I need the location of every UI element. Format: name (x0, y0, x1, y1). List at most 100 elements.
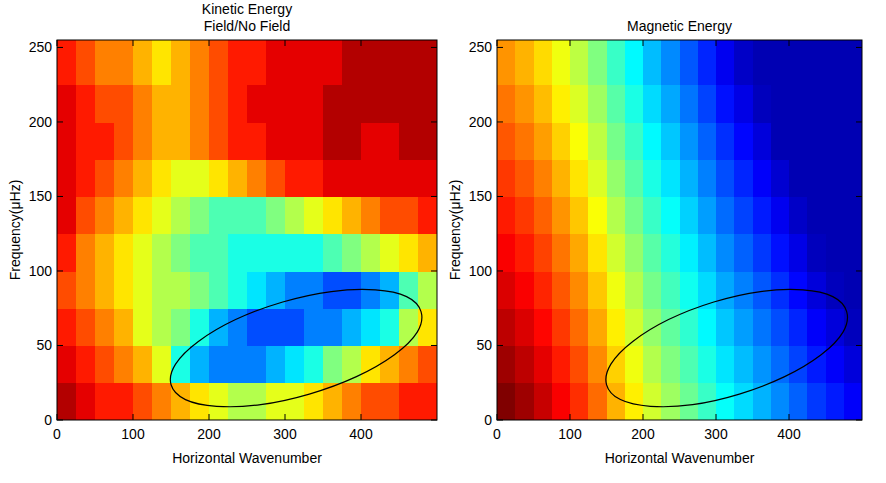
heat-cell (380, 40, 400, 85)
heat-cell (190, 85, 210, 123)
heat-cell (753, 85, 772, 123)
heat-cell (844, 383, 862, 420)
heat-cell (266, 85, 286, 123)
heat-cell (625, 345, 644, 383)
heat-cell (807, 85, 826, 123)
heat-cell (380, 85, 400, 123)
x-tick (716, 414, 717, 420)
heat-cell (114, 308, 134, 346)
heat-cell (734, 40, 753, 85)
heat-cell (114, 196, 134, 234)
heat-cell (285, 159, 305, 197)
heat-cell (418, 40, 437, 85)
heat-cell (771, 345, 790, 383)
x-tick-label: 200 (197, 426, 221, 442)
heat-cell (515, 234, 534, 272)
y-tick (497, 47, 503, 48)
heat-cell (515, 40, 534, 85)
heat-cell (114, 40, 134, 85)
heat-cell (497, 196, 516, 234)
heat-cell (570, 196, 589, 234)
heat-cell (57, 85, 77, 123)
heat-cell (342, 159, 362, 197)
heat-cell (771, 383, 790, 420)
heat-cell (643, 196, 662, 234)
heat-cell (826, 122, 845, 160)
heat-cell (771, 196, 790, 234)
heat-cell (698, 196, 717, 234)
heat-cell (625, 122, 644, 160)
x-tick (285, 414, 286, 420)
heat-cell (807, 308, 826, 346)
heat-cell (625, 383, 644, 420)
heat-cell (789, 40, 808, 85)
heat-cell (643, 234, 662, 272)
y-tick (856, 420, 862, 421)
heat-cell (285, 345, 305, 383)
heat-cell (114, 271, 134, 309)
heat-cell (171, 40, 191, 85)
y-tick (57, 420, 63, 421)
heat-cell (76, 196, 96, 234)
heat-cell (171, 308, 191, 346)
heat-cell (753, 196, 772, 234)
y-tick (856, 196, 862, 197)
heat-cell (171, 196, 191, 234)
heat-cell (552, 40, 571, 85)
y-tick (497, 196, 503, 197)
heat-cell (57, 40, 77, 85)
heat-cell (209, 234, 229, 272)
heat-cell (304, 196, 324, 234)
heat-cell (497, 234, 516, 272)
x-tick-label: 300 (704, 426, 728, 442)
y-tick (497, 121, 503, 122)
heat-cell (133, 345, 153, 383)
heat-cell (588, 85, 607, 123)
heat-cell (95, 234, 115, 272)
heat-cell (361, 85, 381, 123)
heat-cell (789, 159, 808, 197)
heat-cell (588, 271, 607, 309)
heat-cell (342, 85, 362, 123)
heat-cell (247, 159, 267, 197)
heat-cell (570, 271, 589, 309)
heat-cell (552, 85, 571, 123)
heat-cell (285, 234, 305, 272)
heat-cell (228, 40, 248, 85)
heat-cell (826, 308, 845, 346)
heat-cell (76, 308, 96, 346)
heat-cell (247, 122, 267, 160)
heat-cell (716, 308, 735, 346)
heat-cell (771, 308, 790, 346)
heat-cell (515, 196, 534, 234)
heat-cell (534, 383, 553, 420)
y-tick (431, 270, 437, 271)
heat-cell (534, 308, 553, 346)
heat-cell (209, 159, 229, 197)
y-tick-label: 200 (29, 114, 53, 130)
x-tick-label: 400 (777, 426, 801, 442)
heat-cell (753, 308, 772, 346)
heat-cell (285, 40, 305, 85)
heat-cell (380, 308, 400, 346)
heat-cell (844, 271, 862, 309)
heat-cell (534, 196, 553, 234)
heat-cell (266, 234, 286, 272)
chart-subtitle: Field/No Field (204, 18, 290, 34)
heat-cell (826, 159, 845, 197)
heat-cell (716, 40, 735, 85)
y-tick-label: 200 (469, 114, 493, 130)
heat-cell (826, 383, 845, 420)
x-tick (570, 40, 571, 46)
heat-cell (209, 308, 229, 346)
heat-cell (152, 234, 172, 272)
y-tick (856, 345, 862, 346)
heat-cell (152, 383, 172, 420)
y-tick (431, 47, 437, 48)
heat-cell (418, 122, 437, 160)
heat-cell (399, 234, 419, 272)
heat-cell (95, 383, 115, 420)
heat-cell (152, 122, 172, 160)
heat-cell (114, 345, 134, 383)
plot-frame (57, 40, 437, 420)
